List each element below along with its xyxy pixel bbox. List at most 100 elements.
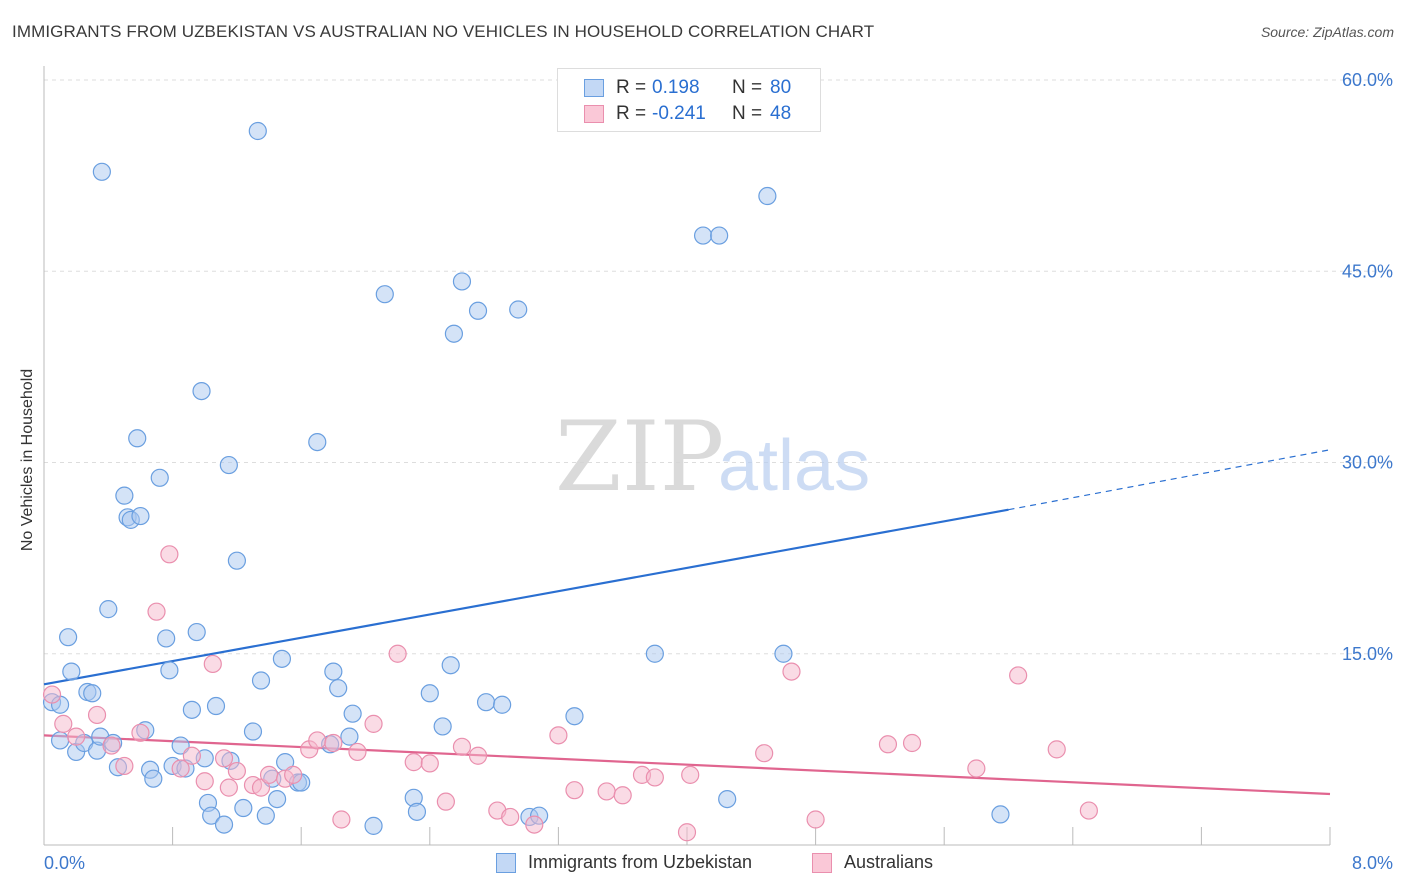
uzbekistan-point [206, 696, 226, 716]
uzbekistan-point [693, 226, 713, 245]
australians-point [782, 662, 801, 681]
r-label: R = [616, 103, 647, 124]
australians-point [259, 765, 279, 784]
legend-item-australians[interactable]: Australians [812, 852, 933, 873]
r-value: -0.241 [652, 103, 706, 124]
watermark-zip: ZIP [555, 401, 724, 513]
australians-point [420, 754, 439, 773]
uzbekistan-point [83, 684, 102, 703]
uzbekistan-point [343, 704, 362, 723]
uzbekistan-point [248, 121, 267, 141]
uzbekistan-point [433, 717, 452, 736]
n-value: 48 [770, 103, 792, 124]
uzbekistan-point [493, 695, 512, 714]
australians-point [131, 723, 150, 742]
uzbekistan-point [758, 186, 777, 206]
australians-point [597, 782, 616, 801]
uzbekistan-point [59, 628, 78, 647]
uzbekistan-point [509, 300, 528, 319]
uzbekistan-point [243, 722, 263, 741]
watermark-atlas: atlas [718, 426, 870, 506]
uzbekistan-point [407, 802, 427, 821]
uzbekistan-point [99, 600, 118, 619]
uzbekistan-point [308, 433, 327, 452]
uzbekistan-point [214, 815, 234, 834]
uzbekistan-point [420, 684, 439, 703]
uzbekistan-point [202, 806, 221, 825]
uzbekistan-point [131, 506, 150, 526]
australians-point [1009, 666, 1028, 685]
australians-point [1047, 740, 1066, 759]
uzbekistan-point [219, 455, 238, 475]
australians-point [54, 714, 73, 733]
uzbekistan-point [441, 656, 460, 675]
uzbekistan-point [340, 727, 359, 746]
australians-point [388, 644, 407, 663]
uzbekistan-point [565, 707, 584, 726]
australians-point [227, 761, 246, 781]
n-label: N = [732, 103, 763, 124]
uzbekistan-point [452, 272, 472, 291]
uzbekistan-point [710, 226, 729, 245]
uzbekistan-point [182, 700, 201, 719]
uzbekistan-point [144, 769, 163, 788]
trend-lines [43, 449, 1331, 796]
stats-row-uzbekistan: R = 0.198 N = 80 [558, 75, 791, 101]
source-label: Source: ZipAtlas.com [1260, 24, 1394, 40]
uzbekistan-point [92, 162, 111, 181]
australians-point [681, 765, 700, 784]
uzbekistan-point [251, 671, 271, 690]
legend-label: Immigrants from Uzbekistan [528, 852, 753, 872]
x-tick-label: 8.0% [1352, 853, 1393, 873]
x-tick-label: 0.0% [44, 853, 85, 873]
uzbekistan-point [128, 429, 147, 448]
australians-point [806, 810, 825, 829]
y-tick-label: 15.0% [1342, 644, 1393, 664]
australians-point [332, 810, 351, 829]
y-tick-label: 30.0% [1342, 453, 1393, 473]
uzbekistan-point [234, 798, 253, 818]
pink-swatch [812, 852, 832, 873]
stats-row-australians: R = -0.241 N = 48 [558, 101, 791, 127]
uzbekistan-trend-extension [1008, 449, 1331, 511]
uzbekistan-point [272, 649, 292, 668]
australians-point [525, 815, 544, 834]
uzbekistan-point [150, 468, 169, 487]
australians-point [42, 685, 62, 704]
uzbekistan-point [62, 662, 81, 681]
blue-swatch [496, 852, 516, 873]
australians-point [219, 778, 238, 797]
australians-point [147, 602, 166, 621]
australians-point [549, 726, 568, 745]
y-tick-label: 45.0% [1342, 261, 1393, 281]
uzbekistan-point [187, 622, 206, 642]
uzbekistan-point [160, 661, 179, 680]
australians-point [160, 545, 179, 564]
australians-point [115, 756, 134, 776]
uzbekistan-point [50, 731, 70, 750]
australians-point [195, 772, 214, 791]
australians-point [613, 786, 632, 805]
australians-point [308, 731, 327, 750]
pink-swatch [584, 105, 604, 123]
uzbekistan-point [157, 629, 176, 648]
n-value: 80 [770, 77, 792, 98]
uzbekistan-point [227, 551, 246, 570]
australians-point [404, 753, 423, 772]
legend-item-uzbekistan[interactable]: Immigrants from Uzbekistan [496, 852, 752, 873]
uzbekistan-point [256, 806, 275, 825]
australians-point [967, 759, 986, 778]
australians-point [171, 759, 190, 778]
uzbekistan-point [329, 679, 348, 698]
blue-swatch [584, 79, 604, 97]
australians-point [364, 714, 383, 733]
australians-point [452, 737, 472, 756]
australians-point [284, 765, 303, 784]
australians-point [501, 807, 520, 827]
australians-point [565, 781, 584, 800]
australians-point [468, 746, 488, 765]
uzbekistan-point [718, 789, 737, 809]
australians-point [182, 746, 201, 765]
australians-point [324, 733, 343, 753]
r-value: 0.198 [652, 77, 700, 98]
